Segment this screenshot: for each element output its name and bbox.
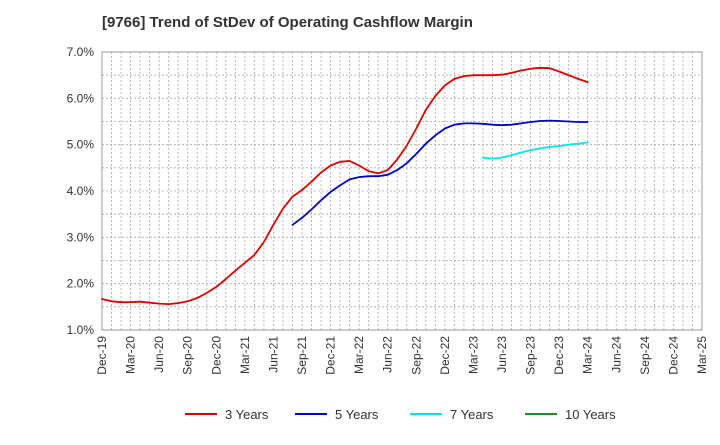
series-line-3-years [101,66,589,305]
x-tick-label: Dec-24 [666,336,680,375]
x-tick-label: Jun-20 [152,336,166,373]
y-tick-label: 2.0% [67,277,95,291]
chart-title: [9766] Trend of StDev of Operating Cashf… [102,14,473,31]
x-tick-label: Sep-23 [524,336,538,375]
series-line-5-years [291,119,589,226]
x-tick-label: Sep-22 [409,336,423,375]
legend-label-7-years: 7 Years [450,407,494,422]
y-tick-label: 1.0% [67,323,95,337]
y-tick-label: 5.0% [67,138,95,152]
x-tick-label: Dec-23 [552,336,566,375]
plot-frame [101,51,703,331]
y-axis-ticks: 1.0% 2.0% 3.0% 4.0% 5.0% 6.0% 7.0% [67,45,95,337]
x-tick-label: Sep-21 [295,336,309,375]
x-tick-label: Mar-23 [466,336,480,374]
x-tick-label: Sep-24 [638,336,652,375]
x-tick-label: Mar-21 [238,336,252,374]
legend: 3 Years 5 Years 7 Years 10 Years [185,407,616,422]
grid-layer [102,52,702,330]
y-tick-label: 7.0% [67,45,95,59]
legend-label-10-years: 10 Years [565,407,616,422]
x-tick-label: Jun-21 [266,336,280,373]
x-tick-label: Mar-20 [124,336,138,374]
x-tick-label: Jun-24 [609,336,623,373]
x-tick-label: Mar-25 [695,336,709,374]
legend-label-3-years: 3 Years [225,407,269,422]
x-tick-label: Jun-22 [381,336,395,373]
x-axis-ticks: Dec-19 Mar-20 Jun-20 Sep-20 Dec-20 Mar-21 Jun-… [95,336,709,375]
x-tick-label: Dec-20 [209,336,223,375]
x-tick-label: Sep-20 [181,336,195,375]
x-tick-label: Dec-21 [324,336,338,375]
x-tick-label: Dec-22 [438,336,452,375]
x-tick-label: Mar-24 [581,336,595,374]
x-tick-label: Mar-22 [352,336,366,374]
series-layer [101,66,589,305]
x-tick-label: Jun-23 [495,336,509,373]
y-tick-label: 4.0% [67,184,95,198]
series-line-7-years [482,141,589,160]
legend-label-5-years: 5 Years [335,407,379,422]
y-tick-label: 3.0% [67,230,95,244]
y-tick-label: 6.0% [67,91,95,105]
x-tick-label: Dec-19 [95,336,109,375]
